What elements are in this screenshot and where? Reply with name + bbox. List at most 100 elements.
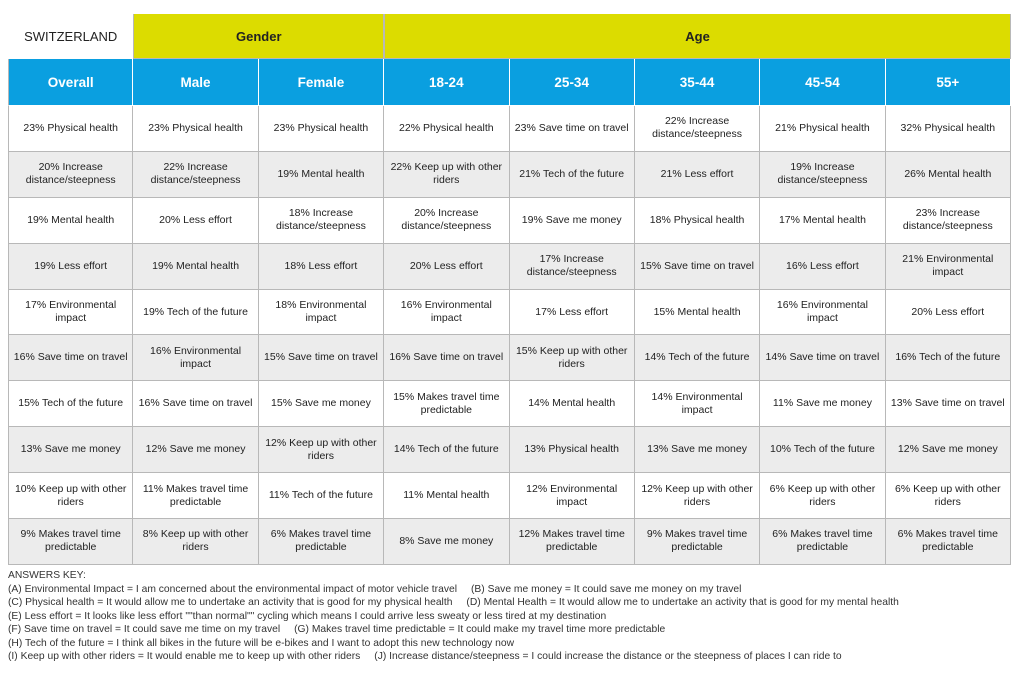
table-cell: 21% Tech of the future xyxy=(509,151,635,198)
table-cell: 18% Less effort xyxy=(258,243,385,290)
table-cell: 22% Physical health xyxy=(384,106,510,152)
table-cell: 16% Environmental impact xyxy=(384,289,510,336)
table-cell: 26% Mental health xyxy=(885,151,1011,198)
column-header: Female xyxy=(258,59,385,106)
key-line: (C) Physical health = It would allow me … xyxy=(8,596,913,610)
table-cell: 11% Makes travel time predictable xyxy=(133,473,259,520)
column-header: Male xyxy=(133,59,259,106)
table-cell: 22% Keep up with other riders xyxy=(384,151,510,198)
table-cell: 15% Save time on travel xyxy=(634,243,761,290)
table-cell: 23% Physical health xyxy=(258,106,385,152)
table-cell: 20% Less effort xyxy=(384,243,510,290)
table-cell: 19% Increase distance/steepness xyxy=(760,151,886,198)
key-item: (B) Save me money = It could save me mon… xyxy=(471,583,742,595)
table-cell: 15% Tech of the future xyxy=(8,381,134,428)
table-cell: 10% Tech of the future xyxy=(760,427,886,474)
table-cell: 20% Less effort xyxy=(885,289,1011,336)
table-cell: 16% Save time on travel xyxy=(384,335,510,382)
table-cell: 19% Save me money xyxy=(509,197,635,244)
table-cell: 15% Mental health xyxy=(634,289,761,336)
table-cell: 19% Mental health xyxy=(133,243,259,290)
table-cell: 19% Tech of the future xyxy=(133,289,259,336)
column-header: 55+ xyxy=(885,59,1011,106)
table-cell: 11% Mental health xyxy=(384,473,510,520)
key-item: (A) Environmental Impact = I am concerne… xyxy=(8,583,457,595)
table-cell: 20% Less effort xyxy=(133,197,259,244)
table-cell: 22% Increase distance/steepness xyxy=(634,106,761,152)
table-cell: 23% Increase distance/steepness xyxy=(885,197,1011,244)
key-line: (E) Less effort = It looks like less eff… xyxy=(8,610,913,624)
table-cell: 32% Physical health xyxy=(885,106,1011,152)
column-header: 35-44 xyxy=(634,59,761,106)
table-cell: 23% Save time on travel xyxy=(509,106,635,152)
table-cell: 17% Mental health xyxy=(760,197,886,244)
table-cell: 6% Keep up with other riders xyxy=(760,473,886,520)
table-cell: 13% Physical health xyxy=(509,427,635,474)
table-cell: 15% Makes travel time predictable xyxy=(384,381,510,428)
table-cell: 16% Save time on travel xyxy=(133,381,259,428)
table-cell: 12% Environmental impact xyxy=(509,473,635,520)
table-cell: 13% Save me money xyxy=(8,427,134,474)
key-item: (G) Makes travel time predictable = It c… xyxy=(294,624,666,635)
key-line: (A) Environmental Impact = I am concerne… xyxy=(8,583,913,597)
table-cell: 14% Tech of the future xyxy=(384,427,510,474)
table-cell: 10% Keep up with other riders xyxy=(8,473,134,520)
key-item: (E) Less effort = It looks like less eff… xyxy=(8,610,607,622)
key-item: (D) Mental Health = It would allow me to… xyxy=(466,597,899,608)
group-header: Age xyxy=(384,14,1011,59)
table-cell: 15% Save time on travel xyxy=(258,335,385,382)
table-cell: 12% Keep up with other riders xyxy=(258,427,385,474)
group-header: Gender xyxy=(133,14,385,59)
table-cell: 11% Save me money xyxy=(760,381,886,428)
table-cell: 14% Save time on travel xyxy=(760,335,886,382)
table-cell: 20% Increase distance/steepness xyxy=(8,151,134,198)
table-cell: 16% Environmental impact xyxy=(133,335,259,382)
key-item: (H) Tech of the future = I think all bik… xyxy=(8,637,515,649)
table-cell: 11% Tech of the future xyxy=(258,473,385,520)
table-cell: 19% Less effort xyxy=(8,243,134,290)
table-cell: 13% Save time on travel xyxy=(885,381,1011,428)
table-cell: 12% Save me money xyxy=(885,427,1011,474)
table-cell: 19% Mental health xyxy=(258,151,385,198)
table-cell: 17% Less effort xyxy=(509,289,635,336)
table-cell: 6% Makes travel time predictable xyxy=(760,519,886,565)
column-header: 25-34 xyxy=(509,59,635,106)
key-line: (F) Save time on travel = It could save … xyxy=(8,623,913,637)
table-cell: 12% Save me money xyxy=(133,427,259,474)
key-item: (C) Physical health = It would allow me … xyxy=(8,597,453,608)
table-cell: 15% Keep up with other riders xyxy=(509,335,635,382)
table-cell: 16% Less effort xyxy=(760,243,886,290)
table-cell: 16% Save time on travel xyxy=(8,335,134,382)
table-cell: 18% Environmental impact xyxy=(258,289,385,336)
table-cell: 14% Tech of the future xyxy=(634,335,761,382)
key-item: (J) Increase distance/steepness = I coul… xyxy=(374,651,842,662)
table-cell: 23% Physical health xyxy=(133,106,259,152)
table-cell: 22% Increase distance/steepness xyxy=(133,151,259,198)
key-item: (F) Save time on travel = It could save … xyxy=(8,624,281,635)
table-cell: 18% Increase distance/steepness xyxy=(258,197,385,244)
table-cell: 12% Keep up with other riders xyxy=(634,473,761,520)
table-cell: 17% Environmental impact xyxy=(8,289,134,336)
table-cell: 9% Makes travel time predictable xyxy=(8,519,134,565)
column-header: 18-24 xyxy=(384,59,510,106)
table-cell: 21% Physical health xyxy=(760,106,886,152)
table-cell: 6% Makes travel time predictable xyxy=(885,519,1011,565)
key-title: ANSWERS KEY: xyxy=(8,570,86,581)
key-item: (I) Keep up with other riders = It would… xyxy=(8,651,361,662)
table-cell: 16% Environmental impact xyxy=(760,289,886,336)
table-cell: 6% Keep up with other riders xyxy=(885,473,1011,520)
table-cell: 15% Save me money xyxy=(258,381,385,428)
results-table: SWITZERLAND Gender Age Overall Male Female… xyxy=(8,14,1011,565)
table-cell: 14% Environmental impact xyxy=(634,381,761,428)
table-cell: 8% Keep up with other riders xyxy=(133,519,259,565)
table-cell: 9% Makes travel time predictable xyxy=(634,519,761,565)
column-header: 45-54 xyxy=(760,59,886,106)
answers-key: ANSWERS KEY: (A) Environmental Impact = … xyxy=(8,569,913,664)
table-cell: 17% Increase distance/steepness xyxy=(509,243,635,290)
table-cell: 19% Mental health xyxy=(8,197,134,244)
table-cell: 20% Increase distance/steepness xyxy=(384,197,510,244)
key-line: (I) Keep up with other riders = It would… xyxy=(8,650,913,664)
table-cell: 13% Save me money xyxy=(634,427,761,474)
table-cell: 21% Environmental impact xyxy=(885,243,1011,290)
